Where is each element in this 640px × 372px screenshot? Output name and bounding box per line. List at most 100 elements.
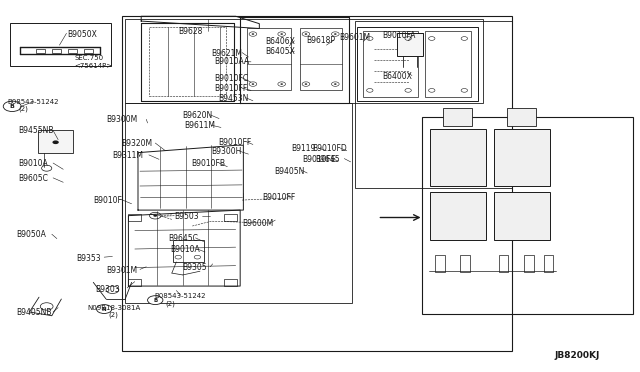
Bar [36,49,45,52]
Bar [397,33,424,55]
Bar [426,31,471,97]
Text: B9119: B9119 [291,144,316,153]
Bar [129,214,141,221]
Text: B9618P: B9618P [306,36,335,45]
Text: B9010FB: B9010FB [191,159,225,168]
Bar [493,129,550,186]
Text: B9010FA: B9010FA [383,31,416,41]
Text: B9605C: B9605C [19,174,49,183]
Text: B6405X: B6405X [266,47,296,56]
Bar [122,16,511,351]
Text: (2): (2) [166,301,175,307]
Bar [125,103,352,303]
Bar [38,130,73,153]
Bar [84,49,93,52]
Text: B9010FC: B9010FC [214,74,249,83]
Text: B9010FF: B9010FF [214,84,248,93]
Text: B9010FF: B9010FF [218,138,251,147]
Text: B08543-51242: B08543-51242 [7,99,59,105]
Bar [507,108,536,126]
Text: B9503: B9503 [174,212,199,221]
Circle shape [52,140,59,144]
Bar [422,118,633,314]
Bar [461,255,470,272]
Text: B9010FE: B9010FE [302,155,336,164]
Bar [430,129,486,186]
Circle shape [148,296,163,305]
Circle shape [97,305,112,314]
Text: B9303: B9303 [95,285,120,294]
Text: B9611M: B9611M [184,122,216,131]
Text: B9455NB: B9455NB [19,126,54,135]
Text: SEC.750: SEC.750 [74,55,103,61]
Text: B9050A: B9050A [17,230,47,240]
Text: B9010A: B9010A [19,159,49,168]
Text: B6406X: B6406X [266,37,296,46]
Text: B9320M: B9320M [121,139,152,148]
Text: B: B [153,298,157,303]
Circle shape [305,33,307,35]
Bar [524,255,534,272]
Text: B9300H: B9300H [211,147,242,156]
Bar [129,279,141,286]
Bar [364,31,418,97]
Text: N09B18-3081A: N09B18-3081A [87,305,140,311]
Text: B9405N: B9405N [274,167,305,176]
Text: B9010A: B9010A [170,245,200,254]
Text: B08543-51242: B08543-51242 [154,294,205,299]
Circle shape [252,83,254,85]
Bar [435,255,445,272]
Text: B9620N: B9620N [182,111,213,120]
Circle shape [154,215,157,217]
Bar [224,214,237,221]
Text: B9645C: B9645C [168,234,198,243]
Text: B9301M: B9301M [106,266,137,275]
Bar [68,49,77,52]
Bar [125,19,483,103]
Text: B9010FF: B9010FF [262,193,296,202]
Text: B9621M: B9621M [211,49,243,58]
Text: B9628: B9628 [178,26,203,36]
Text: B9645: B9645 [315,155,339,164]
Text: B9305: B9305 [182,263,207,272]
Circle shape [252,33,254,35]
Circle shape [280,33,283,35]
Bar [430,192,486,240]
Text: JB8200KJ: JB8200KJ [554,351,600,360]
Text: B9050X: B9050X [68,29,98,39]
Text: <75614P>: <75614P> [74,62,112,68]
Text: B9010F: B9010F [93,196,122,205]
Text: B6400X: B6400X [383,72,412,81]
Text: B: B [10,104,15,109]
Text: B9010FD: B9010FD [312,144,347,153]
Text: (2): (2) [108,312,118,318]
Text: B9311M: B9311M [113,151,143,160]
Circle shape [305,83,307,85]
Bar [355,21,511,188]
Bar [493,192,550,240]
Bar [444,108,472,126]
Bar [543,255,553,272]
Bar [149,28,226,96]
Bar [300,29,342,90]
Bar [246,29,291,90]
Text: N: N [102,307,106,311]
Text: B9353: B9353 [76,254,100,263]
Bar [10,23,111,65]
Bar [52,49,61,52]
Text: (2): (2) [19,106,28,112]
Text: B9600M: B9600M [242,219,273,228]
Text: B9010AA: B9010AA [214,57,250,66]
Bar [499,255,508,272]
Bar [224,279,237,286]
Bar [173,240,204,262]
Text: B9601M: B9601M [339,33,371,42]
Text: B9300M: B9300M [106,115,138,124]
Circle shape [3,101,21,112]
Bar [357,27,478,101]
Circle shape [334,33,337,35]
Text: B9405NB: B9405NB [17,308,52,317]
Circle shape [280,83,283,85]
Text: B9453N: B9453N [218,94,248,103]
Circle shape [334,83,337,85]
